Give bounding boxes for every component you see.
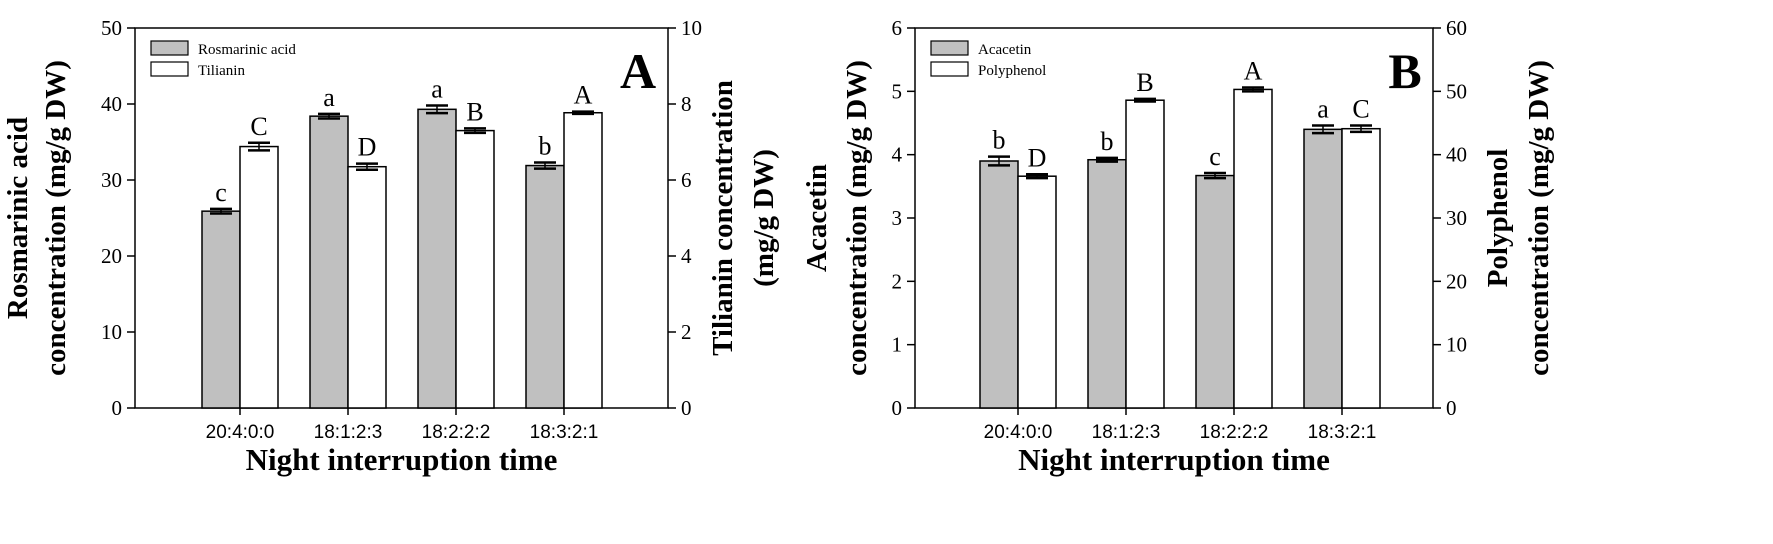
y-right-tick-label: 30: [1446, 206, 1467, 230]
panel-label: A: [620, 43, 656, 99]
legend-swatch: [150, 61, 189, 77]
legend-swatch: [930, 40, 969, 56]
significance-letter: b: [1101, 127, 1114, 156]
y-left-tick-label: 40: [101, 92, 122, 116]
bar-rosmarinic-acid: [201, 210, 241, 409]
bar-tilianin: [347, 165, 387, 409]
x-tick-label: 18:3:2:1: [1308, 422, 1377, 443]
significance-letter: D: [1028, 143, 1047, 172]
y-left-tick-label: 1: [892, 333, 903, 357]
y-left-tick-label: 6: [892, 16, 903, 40]
significance-letter: A: [1244, 57, 1263, 86]
y-left-tick-label: 10: [101, 320, 122, 344]
y-left-tick-label: 20: [101, 244, 122, 268]
legend-label: Tilianin: [198, 63, 245, 79]
y-right-axis-title: (mg/g DW): [748, 149, 780, 287]
significance-letter: a: [323, 83, 335, 112]
bar-tilianin: [563, 111, 603, 409]
significance-letter: c: [215, 178, 227, 207]
significance-letter: A: [574, 81, 593, 110]
bar-polyphenol: [1233, 88, 1273, 409]
x-tick-label: 20:4:0:0: [206, 422, 275, 443]
y-left-tick-label: 5: [892, 79, 903, 103]
y-right-tick-label: 60: [1446, 16, 1467, 40]
significance-letter: D: [358, 133, 377, 162]
significance-letter: B: [466, 97, 483, 126]
significance-letter: C: [250, 112, 267, 141]
x-tick-label: 18:1:2:3: [1092, 422, 1161, 443]
panel-b: 01234560102030405060bD20:4:0:0bB18:1:2:3…: [801, 16, 1555, 477]
significance-letter: a: [431, 75, 443, 104]
significance-letter: b: [993, 126, 1006, 155]
y-right-tick-label: 10: [681, 16, 702, 40]
legend-label: Acacetin: [978, 42, 1032, 58]
bar-polyphenol: [1125, 99, 1165, 409]
y-right-tick-label: 2: [681, 320, 692, 344]
x-tick-label: 18:2:2:2: [422, 422, 491, 443]
bar-acacetin: [1195, 174, 1235, 409]
x-tick-label: 18:1:2:3: [314, 422, 383, 443]
y-right-tick-label: 4: [681, 244, 692, 268]
bar-polyphenol: [1017, 175, 1057, 409]
y-right-tick-label: 20: [1446, 269, 1467, 293]
plot-frame: [134, 27, 669, 409]
y-left-tick-label: 3: [892, 206, 903, 230]
bar-tilianin: [239, 145, 279, 409]
y-right-tick-label: 50: [1446, 79, 1467, 103]
y-left-tick-label: 2: [892, 269, 903, 293]
y-left-tick-label: 30: [101, 168, 122, 192]
significance-letter: B: [1136, 68, 1153, 97]
x-tick-label: 18:3:2:1: [530, 422, 599, 443]
significance-letter: a: [1317, 95, 1329, 124]
legend-label: Rosmarinic acid: [198, 42, 296, 58]
legend-swatch: [930, 61, 969, 77]
x-axis-title: Night interruption time: [1018, 442, 1330, 477]
bar-rosmarinic-acid: [417, 108, 457, 409]
y-left-axis-title: Acacetin: [801, 164, 833, 272]
y-right-tick-label: 8: [681, 92, 692, 116]
y-right-tick-label: 0: [1446, 396, 1457, 420]
bar-acacetin: [979, 160, 1019, 409]
y-left-tick-label: 0: [112, 396, 123, 420]
x-tick-label: 18:2:2:2: [1200, 422, 1269, 443]
y-left-axis-title: Rosmarinic acid: [2, 117, 34, 319]
y-right-axis-title: Polyphenol: [1482, 149, 1514, 288]
panel-a: 010203040500246810cC20:4:0:0aD18:1:2:3aB…: [2, 16, 780, 477]
y-right-tick-label: 40: [1446, 143, 1467, 167]
bar-acacetin: [1303, 128, 1343, 409]
y-left-axis-title: concentration (mg/g DW): [841, 60, 873, 376]
y-right-tick-label: 0: [681, 396, 692, 420]
bar-acacetin: [1087, 158, 1127, 409]
x-axis-title: Night interruption time: [246, 442, 558, 477]
bar-rosmarinic-acid: [309, 115, 349, 409]
y-right-axis-title: concentration (mg/g DW): [1523, 60, 1555, 376]
significance-letter: C: [1352, 95, 1369, 124]
y-left-tick-label: 50: [101, 16, 122, 40]
bar-tilianin: [455, 129, 495, 409]
y-left-axis-title: concentration (mg/g DW): [40, 60, 72, 376]
panel-label: B: [1388, 43, 1421, 99]
significance-letter: c: [1209, 142, 1221, 171]
x-tick-label: 20:4:0:0: [984, 422, 1053, 443]
y-left-tick-label: 4: [892, 143, 903, 167]
y-right-tick-label: 10: [1446, 333, 1467, 357]
significance-letter: b: [539, 132, 552, 161]
legend-swatch: [150, 40, 189, 56]
bar-rosmarinic-acid: [525, 164, 565, 409]
y-right-tick-label: 6: [681, 168, 692, 192]
y-left-tick-label: 0: [892, 396, 903, 420]
y-right-axis-title: Tilianin concentration: [707, 80, 739, 356]
legend-label: Polyphenol: [978, 63, 1046, 79]
bar-polyphenol: [1341, 127, 1381, 409]
